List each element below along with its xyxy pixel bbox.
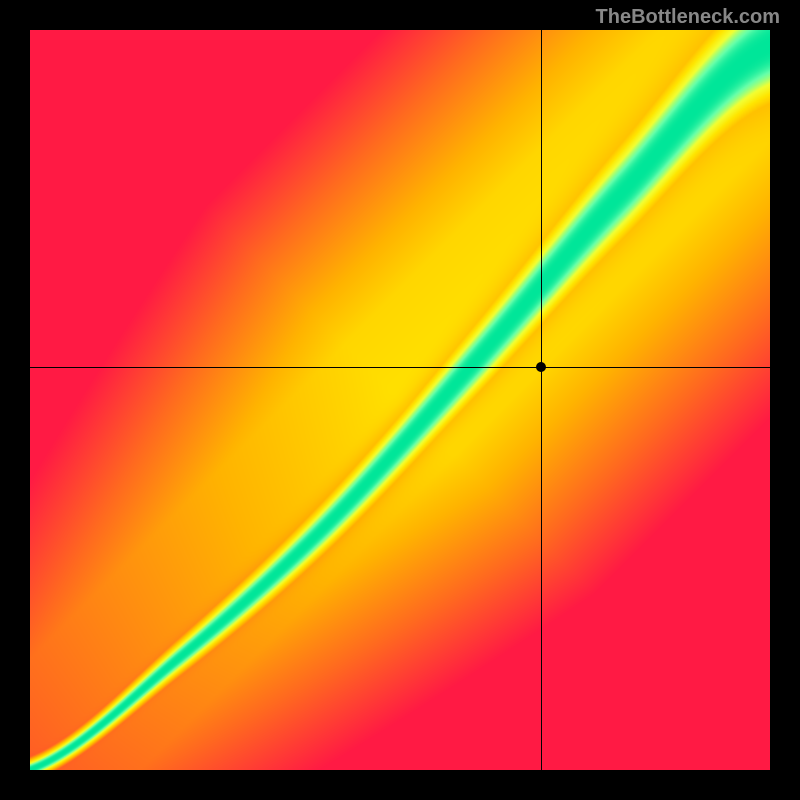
crosshair-horizontal <box>30 367 770 368</box>
watermark-text: TheBottleneck.com <box>596 6 780 29</box>
bottleneck-heatmap <box>30 30 770 770</box>
data-point-marker <box>536 362 546 372</box>
crosshair-vertical <box>541 30 542 770</box>
heatmap-canvas <box>30 30 770 770</box>
